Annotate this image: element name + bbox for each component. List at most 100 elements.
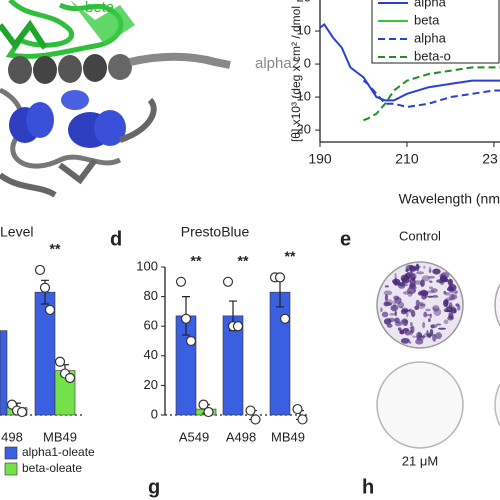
colony xyxy=(432,306,436,310)
y-tick-label: 40 xyxy=(144,347,158,362)
colony xyxy=(406,286,416,295)
colony xyxy=(432,305,440,312)
helix-turn xyxy=(108,54,132,80)
colony xyxy=(409,326,413,329)
colony xyxy=(423,265,426,269)
colony xyxy=(427,275,436,279)
beta-strand xyxy=(0,19,48,50)
colony xyxy=(431,295,439,298)
colony xyxy=(416,331,423,340)
alpha1-helices xyxy=(9,90,126,148)
colony xyxy=(414,305,420,311)
x-tick-label: MB49 xyxy=(271,429,305,444)
data-point xyxy=(250,414,261,425)
colony xyxy=(443,319,449,325)
colony xyxy=(394,310,397,317)
colony xyxy=(435,323,442,326)
colony xyxy=(428,266,432,274)
colony xyxy=(419,302,423,307)
legend-label: alpha xyxy=(414,0,447,9)
colony xyxy=(402,283,409,287)
colony xyxy=(420,303,426,307)
colony xyxy=(408,308,413,313)
legend-label: alpha1-oleate xyxy=(22,445,95,459)
colony xyxy=(393,295,400,301)
colony xyxy=(430,324,438,329)
colony xyxy=(394,277,398,285)
colony xyxy=(409,329,414,336)
colony xyxy=(453,309,457,314)
colony xyxy=(422,321,426,329)
colony xyxy=(428,286,434,290)
colony xyxy=(409,265,417,272)
series-line xyxy=(362,79,500,109)
colony xyxy=(407,271,414,275)
data-point xyxy=(180,313,192,324)
colony xyxy=(435,332,442,340)
helix-turn xyxy=(58,55,82,83)
colony xyxy=(390,304,398,312)
colony xyxy=(439,273,447,279)
y-tick-label: 10 xyxy=(297,22,311,37)
colony xyxy=(401,318,409,326)
helix-turn xyxy=(61,90,89,110)
colony xyxy=(410,272,417,281)
x-tick-label: A549 xyxy=(179,429,209,444)
colony xyxy=(394,321,403,327)
colony xyxy=(404,329,411,336)
x-axis-title: Wavelength (nm xyxy=(399,191,500,207)
data-point xyxy=(279,313,291,324)
colony xyxy=(399,329,405,335)
colony xyxy=(415,299,420,307)
y-tick-label: -10 xyxy=(292,89,311,104)
y-tick-label: 0 xyxy=(151,406,158,421)
data-point xyxy=(245,405,256,416)
data-point xyxy=(44,304,56,316)
protein-structure: beta alpha2 xyxy=(0,0,300,198)
colony xyxy=(444,310,453,313)
alpha2-helix xyxy=(8,52,231,84)
panel-title: Control xyxy=(399,228,441,243)
colony xyxy=(383,290,393,296)
y-tick-label: 100 xyxy=(136,258,158,273)
series-line xyxy=(319,22,500,102)
colony xyxy=(397,327,402,331)
coil xyxy=(129,52,231,69)
colony xyxy=(389,313,396,316)
colony xyxy=(414,280,422,285)
helix-turn xyxy=(83,54,107,82)
colony xyxy=(384,294,389,302)
colony xyxy=(421,294,427,300)
colony xyxy=(454,291,458,295)
colony xyxy=(443,278,449,283)
colony xyxy=(427,295,434,298)
colony xyxy=(444,292,451,296)
panel-label: h xyxy=(362,476,374,498)
legend-swatch xyxy=(4,462,18,476)
colony xyxy=(381,311,389,318)
colony xyxy=(420,279,425,287)
data-point xyxy=(232,321,244,332)
dish-partial xyxy=(494,384,500,426)
colony xyxy=(429,328,434,337)
data-point xyxy=(54,356,66,367)
colony xyxy=(400,337,410,344)
chart-title: Level xyxy=(0,224,33,240)
helix-turn xyxy=(94,110,126,146)
data-point xyxy=(297,414,308,425)
colonies xyxy=(380,263,461,345)
colony xyxy=(386,299,393,306)
legend-label: beta-oleate xyxy=(22,461,82,475)
data-point xyxy=(203,406,214,418)
colony xyxy=(449,313,455,320)
colony xyxy=(447,278,453,286)
colony xyxy=(425,308,431,312)
legend-swatch xyxy=(4,446,18,460)
data-point xyxy=(39,282,51,293)
protein-label: beta xyxy=(85,0,115,16)
colony xyxy=(409,283,416,288)
colony xyxy=(446,286,455,292)
chart-title: PrestoBlue xyxy=(181,224,250,240)
colony xyxy=(412,335,418,338)
